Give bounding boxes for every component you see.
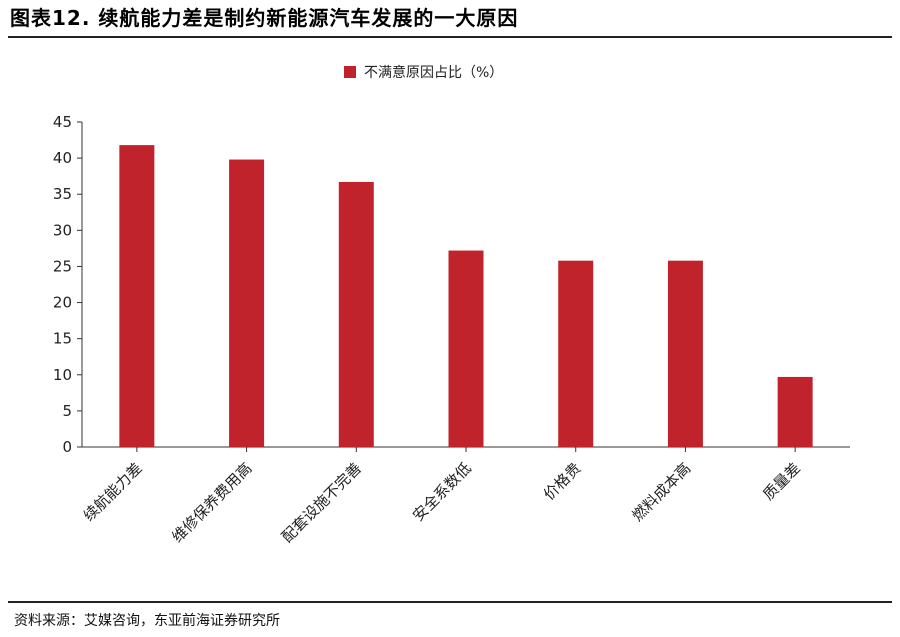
y-tick-label: 30 — [53, 221, 72, 239]
bar — [448, 250, 484, 447]
bars — [119, 145, 813, 448]
bar — [229, 159, 265, 448]
y-axis-ticks: 0 5 10 15 20 25 30 35 40 45 — [53, 113, 82, 456]
bar — [558, 260, 594, 447]
legend: 不满意原因占比（%） — [344, 64, 503, 81]
y-tick-label: 20 — [53, 294, 72, 312]
chart-title: 图表12. 续航能力差是制约新能源汽车发展的一大原因 — [10, 6, 519, 30]
x-category-label: 安全系数低 — [409, 459, 475, 525]
y-tick-label: 25 — [53, 257, 72, 275]
y-tick-label: 40 — [53, 149, 72, 167]
source-note: 资料来源：艾媒咨询，东亚前海证券研究所 — [14, 613, 280, 629]
legend-swatch — [344, 66, 356, 78]
x-category-label: 质量差 — [759, 459, 804, 504]
x-axis-labels: 续航能力差 维修保养费用高 配套设施不完善 安全系数低 价格贵 燃料成本高 质量差 — [80, 447, 804, 546]
footer-divider — [8, 601, 892, 603]
y-tick-label: 10 — [53, 366, 72, 384]
x-category-label: 续航能力差 — [80, 459, 146, 525]
bar — [338, 181, 374, 447]
title-divider — [8, 36, 892, 38]
y-tick-label: 35 — [53, 185, 72, 203]
x-category-label: 维修保养费用高 — [168, 459, 255, 546]
x-category-label: 燃料成本高 — [628, 459, 694, 525]
x-category-label: 价格贵 — [540, 459, 585, 504]
x-category-label: 配套设施不完善 — [278, 459, 365, 546]
y-tick-label: 0 — [62, 438, 72, 456]
y-tick-label: 15 — [53, 330, 72, 348]
bar-chart: 不满意原因占比（%） 0 5 10 15 20 25 30 35 40 45 续航能力差 维修保养费… — [53, 64, 850, 546]
y-tick-label: 5 — [62, 402, 72, 420]
bar — [119, 145, 155, 447]
legend-label: 不满意原因占比（%） — [364, 64, 503, 81]
bar — [777, 376, 813, 447]
y-tick-label: 45 — [53, 113, 72, 131]
bar — [667, 260, 703, 447]
